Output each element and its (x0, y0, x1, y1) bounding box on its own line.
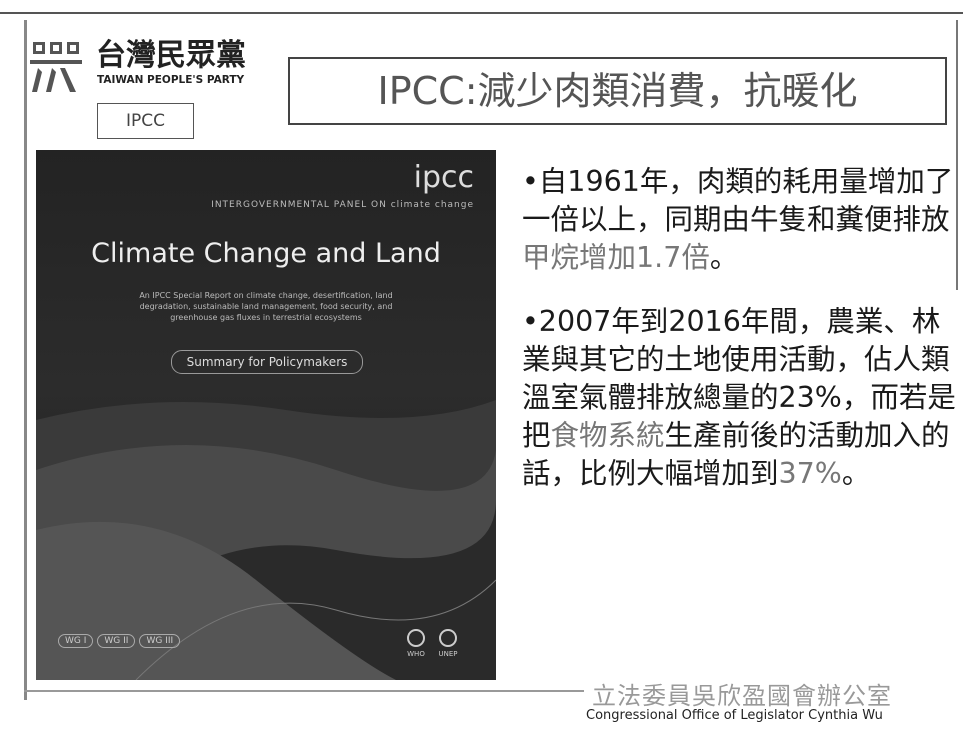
highlight-text: 食物系統 (551, 419, 665, 452)
frame-line (24, 690, 584, 692)
cover-subtitle: An IPCC Special Report on climate change… (116, 290, 416, 323)
highlight-text: 甲烷增加1.7倍 (522, 241, 710, 274)
frame-line (24, 20, 27, 700)
partner-icon (438, 628, 458, 648)
cover-org: INTERGOVERNMENTAL PANEL ON climate chang… (211, 200, 474, 210)
cover-logo: ipcc (414, 160, 474, 195)
partner-name: WHO (406, 650, 426, 658)
tag: IPCC (97, 103, 194, 139)
partners: WHO UNEP (406, 628, 458, 658)
partner: WHO (406, 628, 426, 658)
bullet-text: •自1961年，肉類的耗用量增加了一倍以上，同期由牛隻和糞便排放 (522, 165, 953, 236)
page: 台灣民眾黨 TAIWAN PEOPLE'S PARTY IPCC IPCC:減少… (0, 0, 963, 729)
wg-badge: WG I (58, 634, 93, 648)
cover-title: Climate Change and Land (36, 238, 496, 269)
partner-name: UNEP (438, 650, 458, 658)
office-name-en: Congressional Office of Legislator Cynth… (586, 708, 883, 723)
bullet: •自1961年，肉類的耗用量增加了一倍以上，同期由牛隻和糞便排放甲烷增加1.7倍… (522, 163, 963, 277)
working-groups: WG I WG II WG III (58, 634, 180, 648)
highlight-text: 37% (779, 457, 842, 490)
bullet: •2007年到2016年間，農業、林業與其它的土地使用活動，佔人類溫室氣體排放總… (522, 303, 963, 493)
bullet-list: •自1961年，肉類的耗用量增加了一倍以上，同期由牛隻和糞便排放甲烷增加1.7倍… (522, 163, 963, 519)
bullet-text: 。 (710, 241, 739, 274)
wg-badge: WG III (139, 634, 180, 648)
party-logo (30, 40, 86, 96)
partner: UNEP (438, 628, 458, 658)
wg-badge: WG II (97, 634, 135, 648)
partner-icon (406, 628, 426, 648)
cover-label: Summary for Policymakers (171, 350, 363, 374)
party-name-en: TAIWAN PEOPLE'S PARTY (97, 74, 244, 86)
frame-line (0, 12, 963, 14)
report-cover: ipcc INTERGOVERNMENTAL PANEL ON climate … (36, 150, 496, 680)
slide-title: IPCC:減少肉類消費，抗暖化 (288, 57, 947, 125)
party-name: 台灣民眾黨 (96, 30, 246, 74)
bullet-text: 。 (842, 457, 871, 490)
office-name: 立法委員吳欣盈國會辦公室 (592, 676, 892, 711)
